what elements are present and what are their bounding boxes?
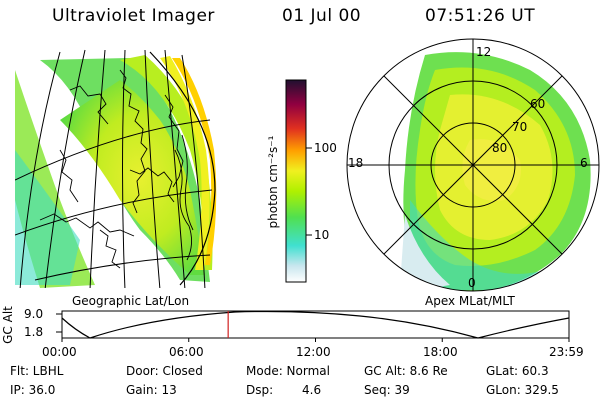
status-seq: Seq: 39 (364, 383, 410, 397)
alt-xtick-1800: 18:00 (423, 345, 458, 359)
status-flt: Flt: LBHL (10, 364, 64, 378)
lat-label-70: 70 (512, 120, 528, 134)
mlt-label-left: 18 (348, 156, 364, 170)
observation-date: 01 Jul 00 (282, 6, 362, 26)
colorbar-unit-label: photon cm⁻²s⁻¹ (266, 135, 280, 229)
alt-xtick-2359: 23:59 (549, 345, 584, 359)
mlt-label-right: 6 (580, 156, 588, 170)
alt-xtick-0600: 06:00 (169, 345, 204, 359)
status-gc-alt: GC Alt: 8.6 Re (364, 364, 448, 378)
status-mode: Mode: Normal (246, 364, 330, 378)
status-dsp-label: Dsp: (246, 383, 274, 397)
mlt-label-bottom: 0 (468, 276, 476, 290)
status-glon: GLon: 329.5 (486, 383, 559, 397)
alt-xtick-0000: 00:00 (42, 345, 77, 359)
status-glat: GLat: 60.3 (486, 364, 549, 378)
colorbar (285, 79, 312, 283)
alt-xtick-1200: 12:00 (296, 345, 331, 359)
geographic-map-panel (15, 49, 217, 288)
colorbar-tick-10: 10 (314, 228, 330, 242)
instrument-title: Ultraviolet Imager (52, 6, 215, 26)
colorbar-tick-100: 100 (314, 141, 337, 155)
status-gain: Gain: 13 (126, 383, 177, 397)
alt-ytick-9: 9.0 (24, 307, 44, 321)
alt-ylabel: GC Alt (1, 306, 15, 344)
geographic-label: Geographic Lat/Lon (72, 294, 190, 308)
status-dsp-value: 4.6 (302, 383, 322, 397)
lat-label-60: 60 (530, 97, 546, 111)
polar-map-panel (346, 38, 600, 292)
observation-time: 07:51:26 UT (425, 6, 536, 26)
lat-label-80: 80 (492, 141, 508, 155)
polar-label: Apex MLat/MLT (425, 294, 515, 308)
alt-ytick-1-8: 1.8 (24, 325, 44, 339)
status-door: Door: Closed (126, 364, 203, 378)
mlt-label-top: 12 (476, 45, 492, 59)
status-ip: IP: 36.0 (10, 383, 56, 397)
altitude-plot (56, 310, 570, 342)
